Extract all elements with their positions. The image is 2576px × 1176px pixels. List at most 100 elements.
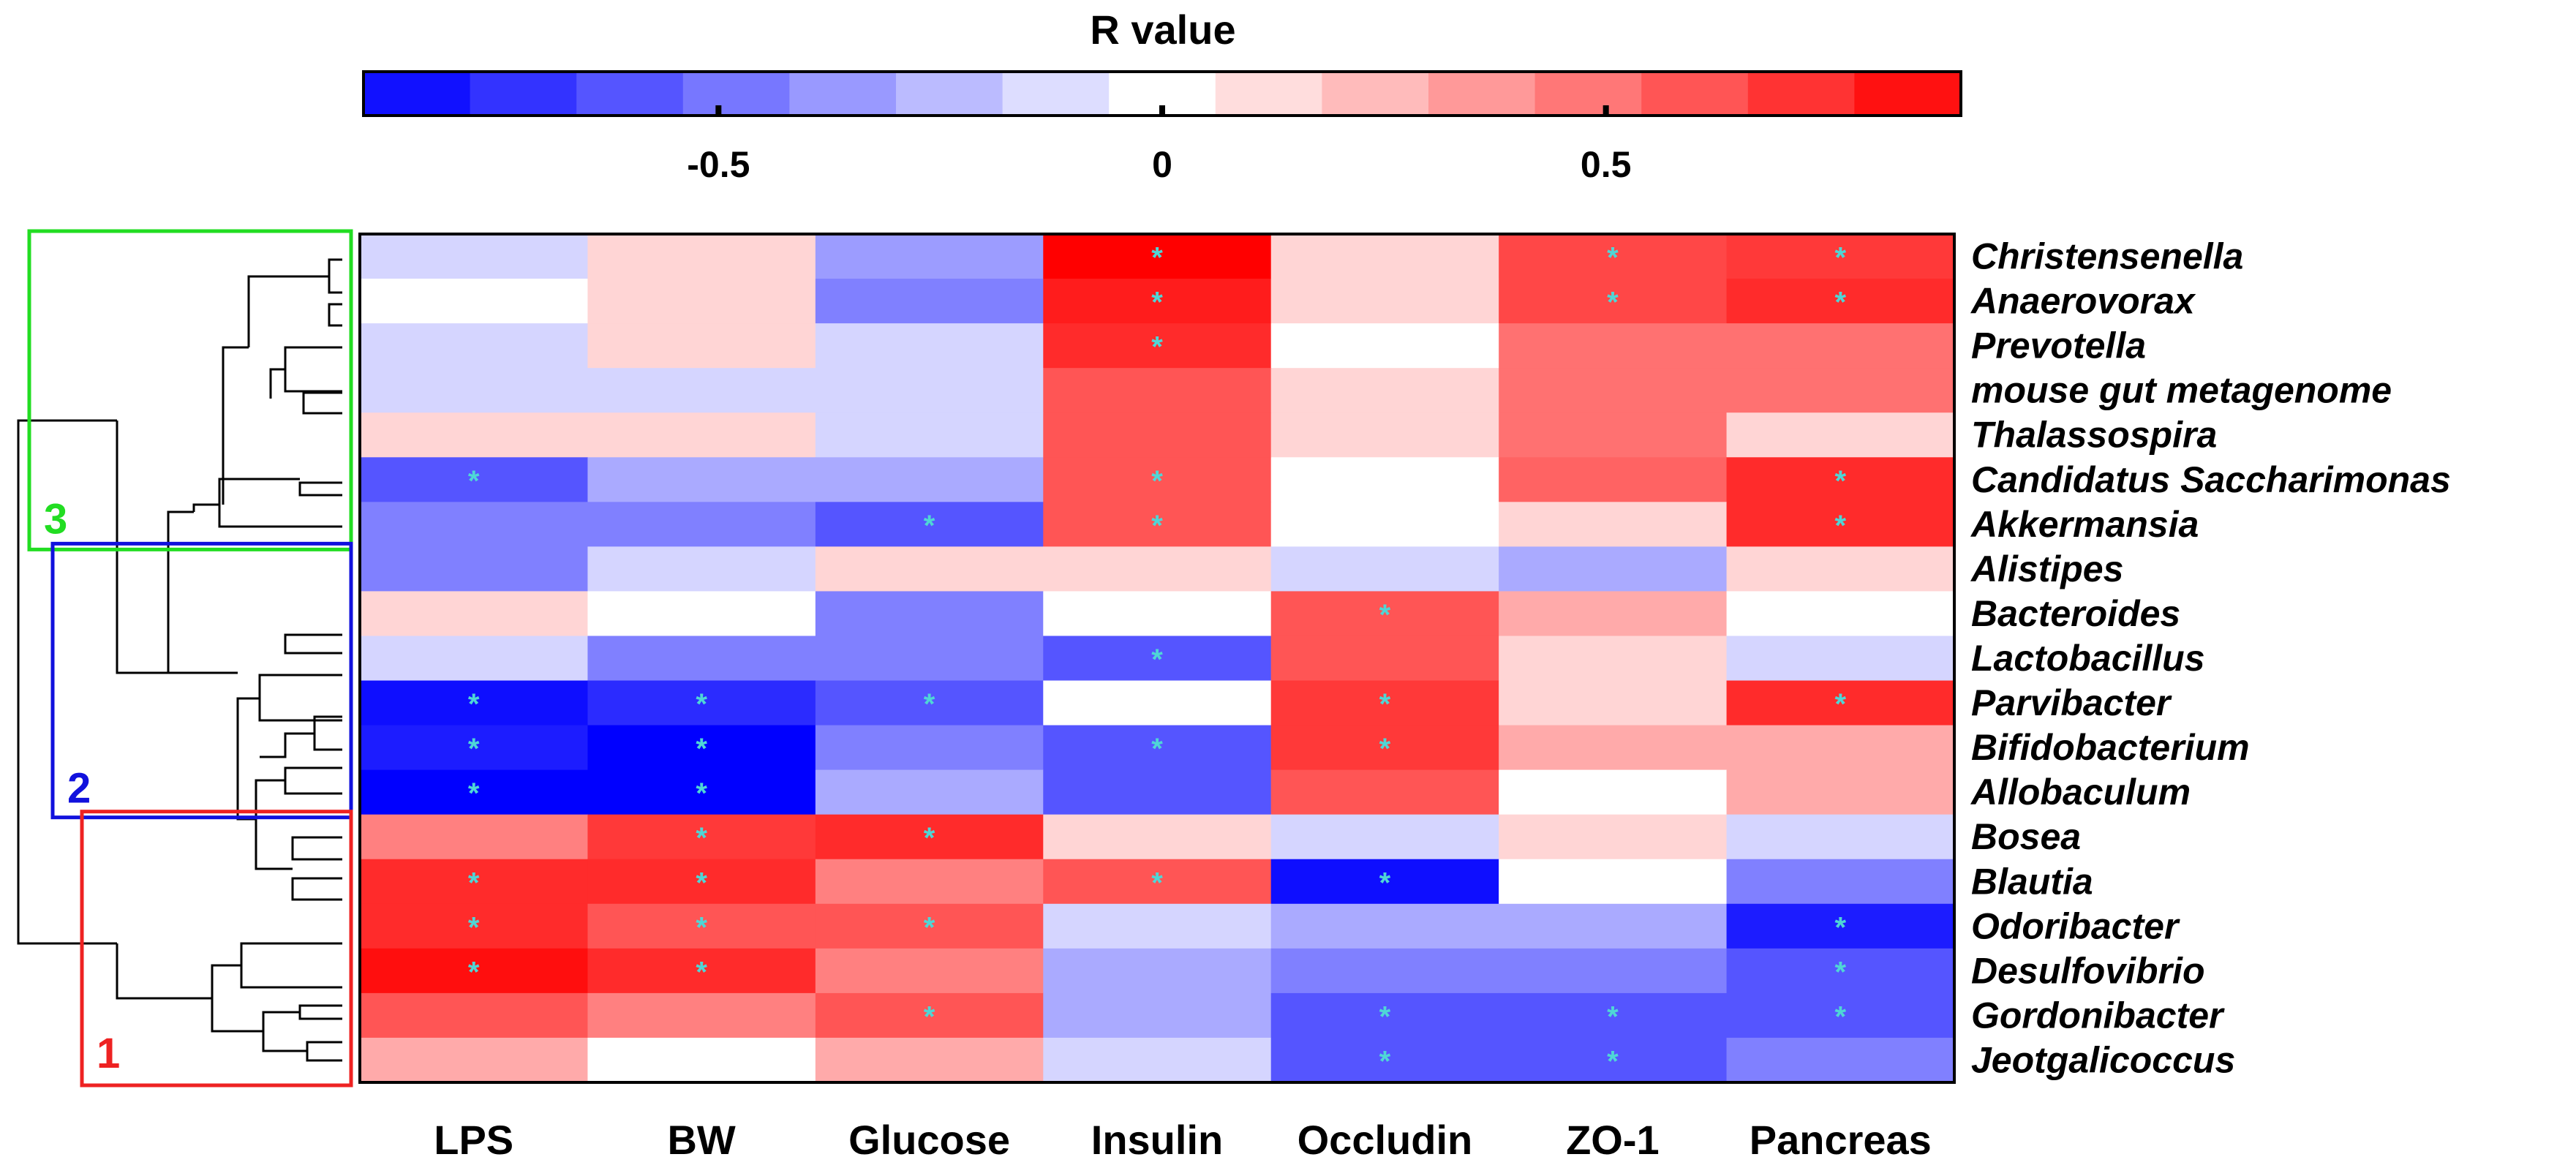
column-label: LPS <box>434 1117 513 1163</box>
heatmap-cell <box>1043 725 1272 771</box>
row-label: Odoribacter <box>1971 905 2180 946</box>
heatmap-cell <box>360 591 589 637</box>
heatmap-cell <box>815 859 1044 905</box>
heatmap-cell <box>587 279 816 324</box>
heatmap-cell <box>360 948 589 994</box>
colorbar-step <box>789 72 897 116</box>
colorbar-step <box>1854 72 1962 116</box>
heatmap-cell <box>1270 636 1499 682</box>
heatmap-cell <box>815 279 1044 324</box>
colorbar-step <box>364 72 471 116</box>
heatmap-cell <box>1270 859 1499 905</box>
row-label: Prevotella <box>1971 325 2146 366</box>
dendrogram-branches <box>17 258 342 1062</box>
heatmap-cell <box>1499 680 1728 726</box>
colorbar-title: R value <box>1090 7 1235 53</box>
heatmap-cell <box>1043 948 1272 994</box>
significance-marker: * <box>468 733 480 765</box>
heatmap-cell <box>360 992 589 1039</box>
heatmap-cell <box>1270 457 1499 502</box>
heatmap-cell <box>587 368 816 413</box>
row-label: Bosea <box>1971 816 2081 857</box>
significance-marker: * <box>696 822 707 854</box>
heatmap-cell <box>587 457 816 502</box>
heatmap-cell <box>1043 992 1272 1039</box>
heatmap-cell <box>1726 502 1955 547</box>
heatmap-cell <box>360 323 589 369</box>
heatmap-cell <box>1726 859 1955 905</box>
significance-marker: * <box>924 688 935 720</box>
heatmap-cell <box>1499 769 1728 815</box>
heatmap-cell <box>587 1037 816 1083</box>
heatmap-cell <box>587 502 816 547</box>
heatmap-cell <box>587 725 816 771</box>
heatmap-cell <box>815 368 1044 413</box>
row-label: Christensenella <box>1971 236 2243 277</box>
significance-marker: * <box>696 733 707 765</box>
heatmap-cell <box>1270 368 1499 413</box>
heatmap-cell <box>1270 725 1499 771</box>
heatmap-cell <box>1499 992 1728 1039</box>
heatmap-cell <box>1499 725 1728 771</box>
cluster-box <box>27 229 353 551</box>
row-label: Allobaculum <box>1970 772 2191 813</box>
heatmap-cell <box>1043 412 1272 458</box>
heatmap-cell <box>360 636 589 682</box>
row-label: Alistipes <box>1970 549 2123 589</box>
heatmap-cell <box>1043 234 1272 279</box>
significance-marker: * <box>1151 242 1163 274</box>
row-label: Jeotgalicoccus <box>1971 1039 2235 1080</box>
heatmap-cell <box>815 502 1044 547</box>
heatmap-cell <box>587 323 816 369</box>
heatmap-cell <box>1499 636 1728 682</box>
heatmap-cell <box>815 948 1044 994</box>
heatmap-cell <box>360 1037 589 1083</box>
column-label: BW <box>667 1117 735 1163</box>
heatmap-cell <box>360 412 589 458</box>
heatmap-cell <box>587 814 816 860</box>
row-label: Lactobacillus <box>1971 638 2205 679</box>
heatmap-cell <box>1043 859 1272 905</box>
heatmap-cell <box>1726 814 1955 860</box>
heatmap-cell <box>587 412 816 458</box>
colorbar-ticks: -0.5 0 0.5 <box>687 105 1631 185</box>
heatmap-cell <box>1726 992 1955 1039</box>
column-label: Glucose <box>848 1117 1010 1163</box>
row-label: Parvibacter <box>1971 682 2172 723</box>
heatmap-cell <box>1043 368 1272 413</box>
heatmap-cell <box>815 992 1044 1039</box>
heatmap-cell <box>1726 680 1955 726</box>
heatmap-cell <box>1499 1037 1728 1083</box>
significance-marker: * <box>696 777 707 810</box>
significance-marker: * <box>1607 1045 1619 1077</box>
heatmap-cell <box>1499 323 1728 369</box>
heatmap-cell <box>1270 769 1499 815</box>
heatmap-frame <box>358 233 1956 1084</box>
heatmap-cell <box>1726 457 1955 502</box>
heatmap-cell <box>1270 591 1499 637</box>
colorbar-tick-label: -0.5 <box>687 144 750 185</box>
heatmap-cell <box>1499 814 1728 860</box>
column-label: Insulin <box>1091 1117 1223 1163</box>
heatmap-cell <box>1270 412 1499 458</box>
row-label: Desulfovibrio <box>1971 950 2204 991</box>
significance-marker: * <box>468 956 480 988</box>
heatmap-cell <box>587 591 816 637</box>
column-label: Pancreas <box>1750 1117 1932 1163</box>
colorbar-step <box>1428 72 1536 116</box>
heatmap-cell <box>815 903 1044 949</box>
significance-marker: * <box>1379 1045 1391 1077</box>
heatmap-cell <box>1726 234 1955 279</box>
cluster-label: 2 <box>67 764 91 812</box>
colorbar-step <box>1215 72 1323 116</box>
cluster-box <box>80 810 353 1088</box>
heatmap-cell <box>1499 546 1728 592</box>
heatmap-cell <box>1270 814 1499 860</box>
heatmap-cell <box>1726 279 1955 324</box>
significance-marker: * <box>1834 287 1846 319</box>
significance-marker: * <box>1151 465 1163 497</box>
heatmap-cell <box>815 1037 1044 1083</box>
cluster-label: 3 <box>44 495 67 543</box>
significance-marker: * <box>1379 733 1391 765</box>
